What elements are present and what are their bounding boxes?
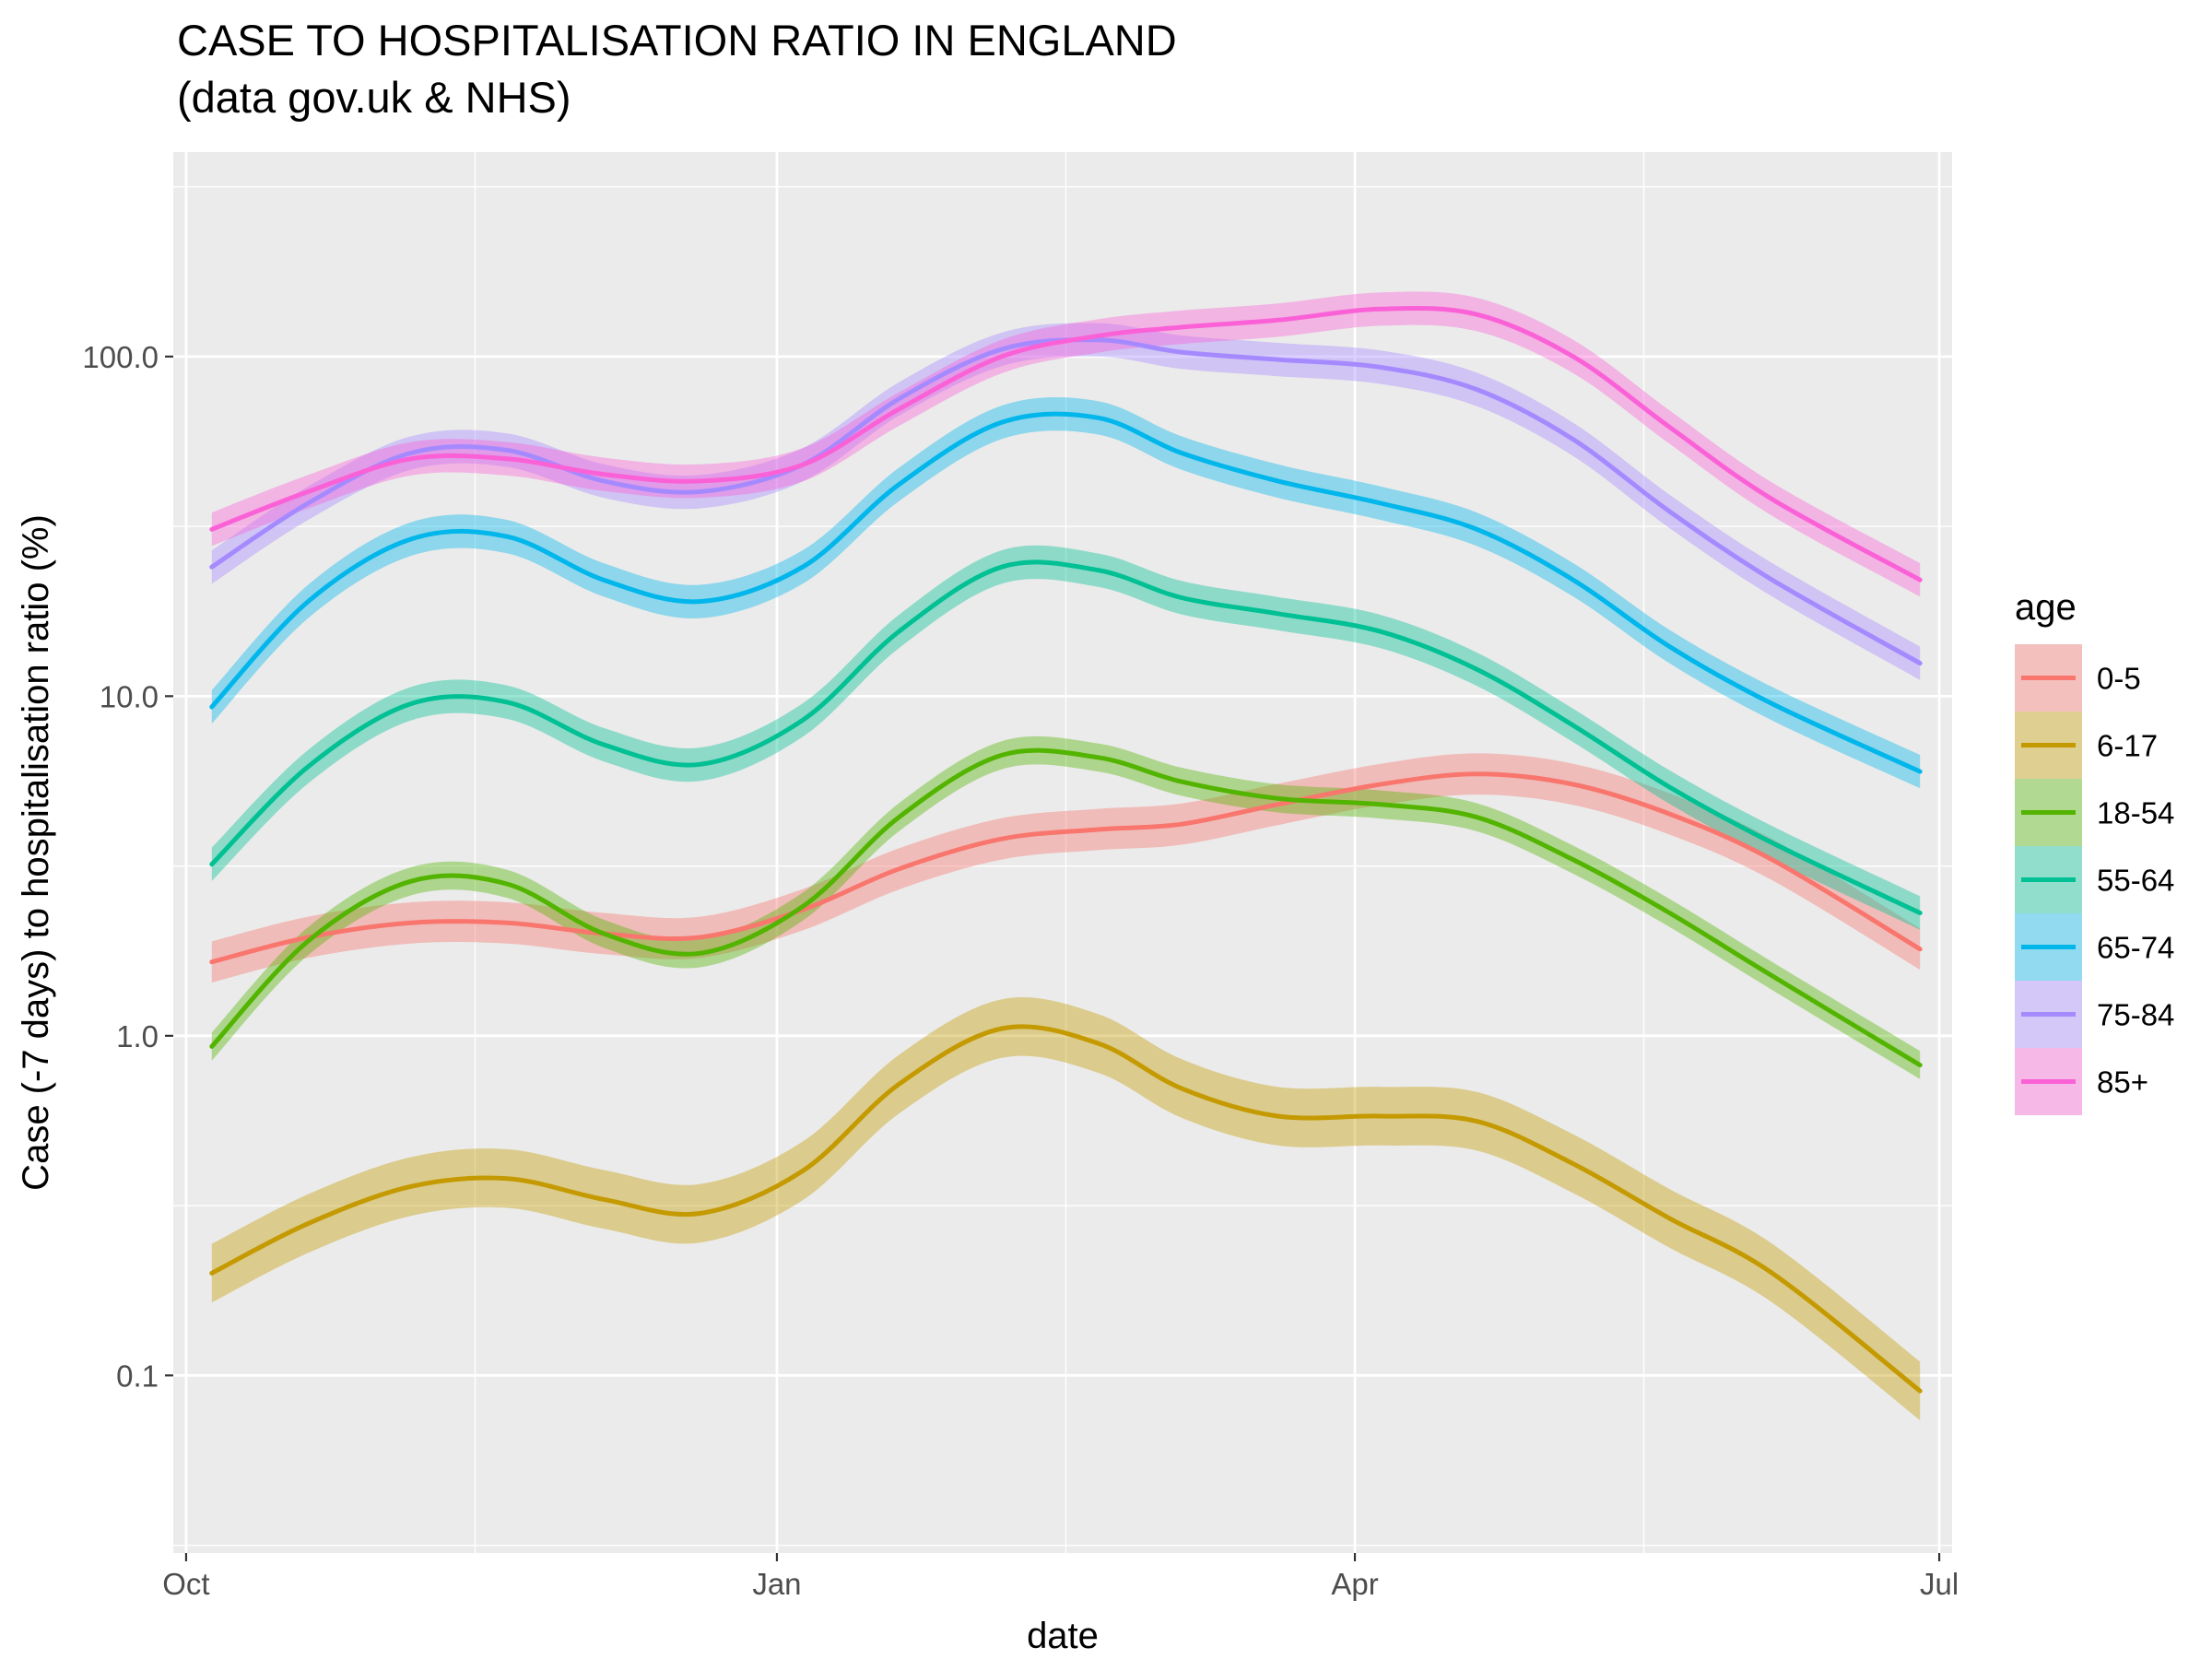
- x-tick-label: Jul: [1920, 1567, 1959, 1601]
- plot-panel: [173, 152, 1952, 1553]
- series-lines: [209, 305, 1923, 1394]
- series-line-0-5: [209, 771, 1923, 965]
- series-line-18-54: [209, 747, 1923, 1068]
- band-6-17: [211, 996, 1921, 1420]
- y-tick-label: 0.1: [116, 1359, 159, 1393]
- legend-label: 65-74: [2097, 931, 2174, 965]
- grid-minor: [173, 152, 1952, 1553]
- chart-title: CASE TO HOSPITALISATION RATIO IN ENGLAND: [177, 16, 1177, 65]
- series-line-65-74: [209, 411, 1923, 774]
- band-85+: [211, 291, 1921, 597]
- legend: age 0-5 6-17 18-54 55-64 65-74 75-84 85+: [2015, 587, 2174, 1115]
- series-line-75-84: [209, 337, 1923, 666]
- legend-key-75-84: [2015, 981, 2082, 1048]
- x-tick-label: Jan: [752, 1567, 801, 1601]
- band-65-74: [211, 397, 1921, 789]
- y-axis-title: Case (-7 days) to hospitalisation ratio …: [16, 514, 56, 1191]
- legend-label: 18-54: [2097, 796, 2174, 830]
- legend-key-0-5: [2015, 644, 2082, 712]
- series-line-55-64: [209, 559, 1923, 915]
- legend-key-6-17: [2015, 712, 2082, 779]
- series-line-85+: [209, 305, 1923, 582]
- legend-key-85+: [2015, 1048, 2082, 1115]
- x-tick-label: Oct: [162, 1567, 209, 1601]
- chart-subtitle: (data gov.uk & NHS): [177, 73, 571, 122]
- legend-label: 0-5: [2097, 662, 2141, 696]
- y-tick-label: 1.0: [116, 1019, 159, 1053]
- legend-key-65-74: [2015, 913, 2082, 981]
- band-75-84: [211, 323, 1921, 680]
- y-axis: 0.1 1.0 10.0 100.0: [82, 340, 173, 1393]
- band-55-64: [211, 545, 1921, 930]
- legend-label: 6-17: [2097, 729, 2158, 763]
- legend-key-55-64: [2015, 846, 2082, 913]
- legend-label: 85+: [2097, 1065, 2148, 1100]
- legend-label: 75-84: [2097, 998, 2174, 1032]
- x-axis: Oct Jan Apr Jul: [162, 1553, 1959, 1601]
- y-tick-label: 100.0: [82, 340, 159, 374]
- legend-key-18-54: [2015, 779, 2082, 846]
- legend-label: 55-64: [2097, 864, 2174, 898]
- series-line-6-17: [209, 1024, 1923, 1394]
- x-tick-label: Apr: [1331, 1567, 1378, 1601]
- x-axis-title: date: [1027, 1616, 1099, 1656]
- band-0-5: [211, 753, 1921, 983]
- legend-title: age: [2015, 587, 2077, 628]
- y-tick-label: 10.0: [100, 679, 159, 713]
